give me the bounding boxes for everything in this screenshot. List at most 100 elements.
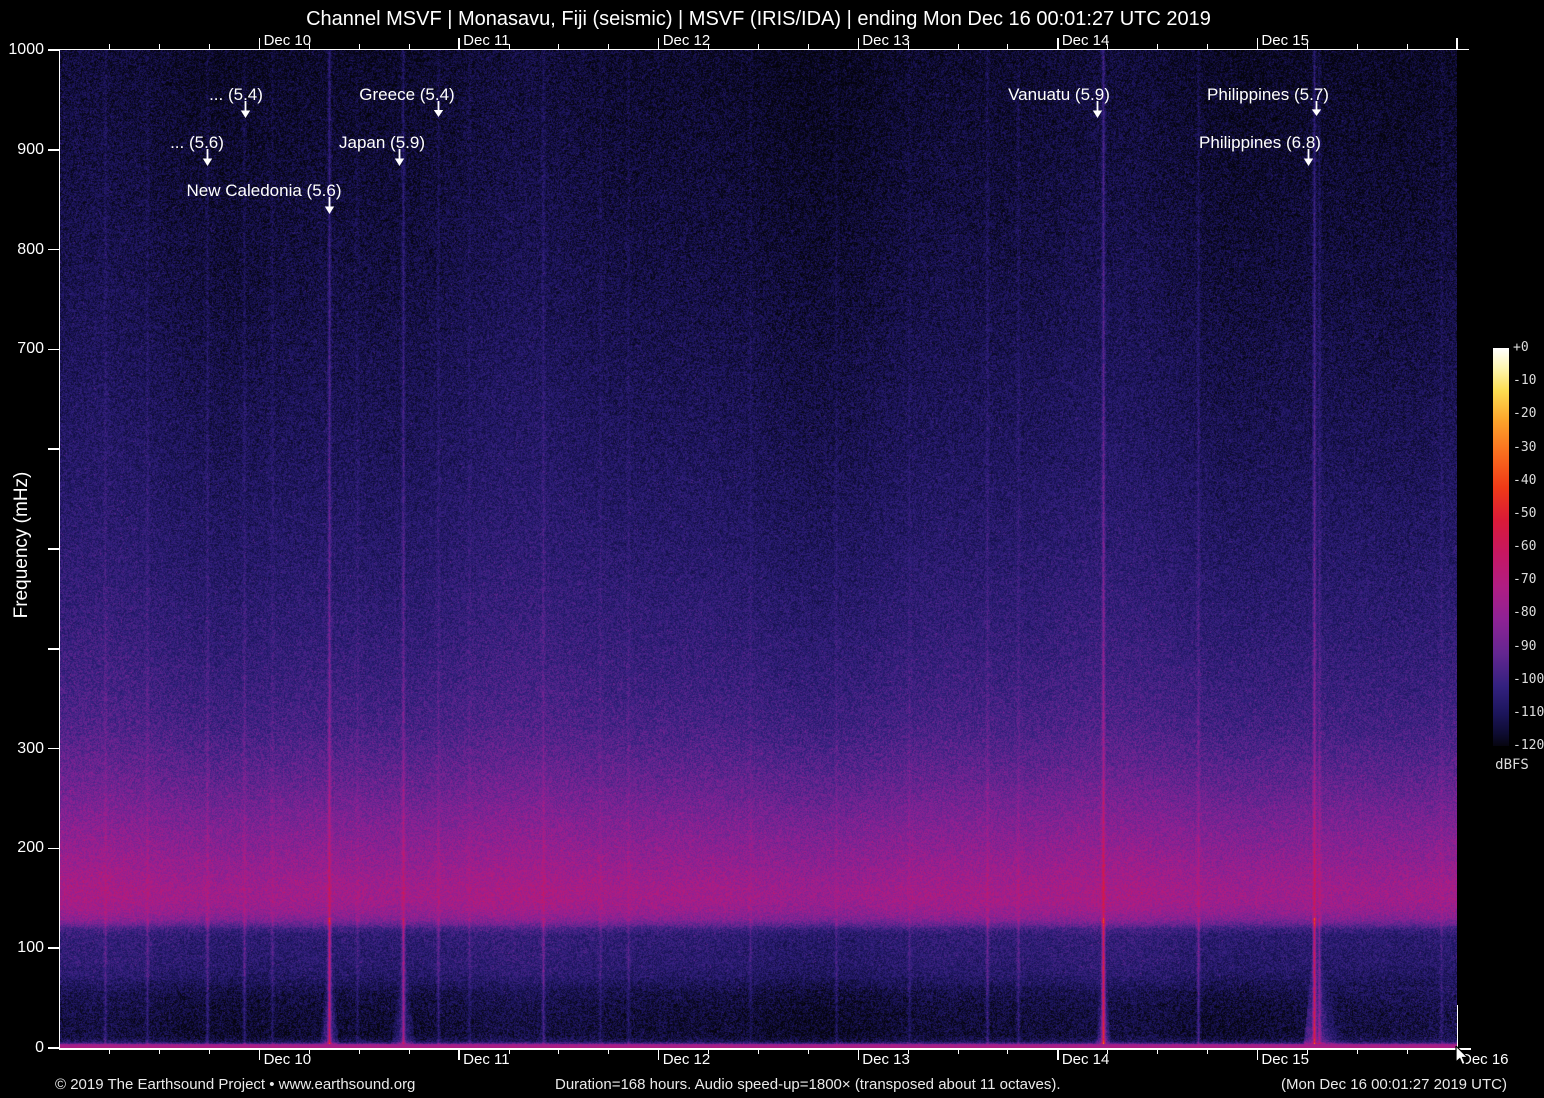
y-tick [48,548,60,550]
x-minor-tick-top [508,44,510,50]
x-minor-tick-top [608,44,610,50]
y-tick-label: 1000 [8,41,44,58]
playback-cursor-line [1456,1005,1458,1048]
date-label-end: Dec 16 [1461,1051,1509,1068]
date-label-top: Dec 14 [1061,32,1110,49]
x-major-tick-top [458,38,460,50]
date-label-bottom: Dec 11 [463,1051,510,1068]
event-annotation-label: Philippines (6.8) [1199,133,1321,152]
event-annotation-label: Japan (5.9) [339,133,425,152]
date-label-bottom: Dec 14 [1061,1051,1110,1068]
x-minor-tick-bottom [758,1049,759,1054]
y-tick-label: 0 [35,1039,44,1056]
y-tick-label: 300 [17,739,44,757]
x-major-tick-top [857,38,860,50]
down-arrow-icon [1311,101,1322,116]
event-annotation-label: ... (5.4) [209,85,263,104]
x-minor-tick-top [1207,44,1209,50]
date-label-top: Dec 15 [1261,32,1309,49]
x-minor-tick-bottom [608,1049,610,1054]
down-arrow-icon [1092,101,1103,118]
copyright-text: © 2019 The Earthsound Project • www.eart… [55,1076,416,1093]
x-minor-tick-top [308,44,310,50]
event-annotation-label: ... (5.6) [170,133,224,152]
down-arrow-icon [394,149,405,166]
event-annotation-label: Greece (5.4) [359,85,455,104]
x-minor-tick-top [358,44,360,50]
x-major-tick-top [1256,38,1259,50]
x-minor-tick-bottom [1207,1049,1209,1054]
x-minor-tick-top [408,44,410,50]
x-minor-tick-top [159,44,161,50]
x-minor-tick-top [758,44,759,50]
x-minor-tick-top [1157,44,1159,50]
colorbar-tick-label: +0 [1513,340,1529,355]
x-minor-tick-top [1356,44,1358,50]
duration-text: Duration=168 hours. Audio speed-up=1800×… [555,1076,1061,1093]
colorbar-tick-label: -30 [1513,439,1537,455]
x-minor-tick-bottom [1306,1049,1308,1054]
x-major-tick-bottom [1057,1049,1059,1060]
x-major-tick-bottom [857,1049,860,1060]
y-tick-label: 900 [17,140,44,158]
x-minor-tick-top [109,44,111,50]
date-label-top: Dec 10 [263,32,312,49]
colorbar-tick-label: -40 [1513,472,1537,488]
y-tick [48,448,60,450]
event-annotation-label: New Caledonia (5.6) [186,181,342,200]
y-tick [48,1047,60,1049]
x-major-tick-top [258,38,261,50]
down-arrow-icon [1303,149,1314,166]
x-minor-tick-bottom [109,1049,111,1054]
mouse-cursor-icon [1455,1046,1470,1066]
date-label-bottom: Dec 13 [862,1051,910,1068]
x-minor-tick-bottom [907,1049,909,1054]
date-label-bottom: Dec 12 [662,1051,711,1068]
x-major-tick-bottom [1256,1049,1259,1060]
x-minor-tick-top [1007,44,1009,50]
colorbar-unit-label: dBFS [1495,757,1529,773]
down-arrow-icon [433,101,444,117]
colorbar-tick-label: -60 [1513,539,1537,554]
x-minor-tick-top [1107,44,1109,50]
x-minor-tick-top [807,44,809,50]
y-tick [48,847,60,850]
y-tick [48,947,60,949]
x-minor-tick-bottom [807,1049,809,1054]
y-tick [48,248,60,251]
down-arrow-icon [324,197,335,214]
colorbar-tick-label: -20 [1513,406,1537,422]
colorbar-tick-label: -100 [1513,671,1544,687]
colorbar-tick-label: -80 [1513,605,1537,621]
y-tick-label: 800 [17,240,44,258]
y-tick-label: 100 [17,939,44,957]
x-minor-tick-bottom [358,1049,360,1054]
x-major-tick-top [657,38,660,50]
spectrogram-canvas [60,50,1457,1048]
down-arrow-icon [240,101,251,118]
page-title: Channel MSVF | Monasavu, Fiji (seismic) … [306,8,1211,30]
x-major-tick-bottom [258,1049,261,1060]
date-label-top: Dec 12 [662,32,711,49]
top-axis-line [58,48,1469,50]
x-minor-tick-bottom [209,1049,211,1054]
x-major-tick-top [1057,38,1059,50]
event-annotation-label: Vanuatu (5.9) [1008,85,1110,104]
x-major-tick-bottom [657,1049,660,1060]
x-minor-tick-bottom [1107,1049,1109,1054]
x-minor-tick-bottom [308,1049,310,1054]
y-tick [48,747,60,750]
x-minor-tick-bottom [408,1049,410,1054]
y-tick [48,348,60,351]
y-tick [48,49,60,51]
y-tick [48,648,60,650]
x-minor-tick-bottom [1007,1049,1009,1054]
date-label-bottom: Dec 10 [263,1051,312,1068]
y-tick-label: 700 [17,340,44,358]
colorbar-tick-label: -110 [1513,704,1544,720]
x-minor-tick-top [708,44,710,50]
x-minor-tick-top [209,44,211,50]
colorbar-tick-label: -120 [1513,738,1544,753]
x-minor-tick-top [957,44,959,50]
